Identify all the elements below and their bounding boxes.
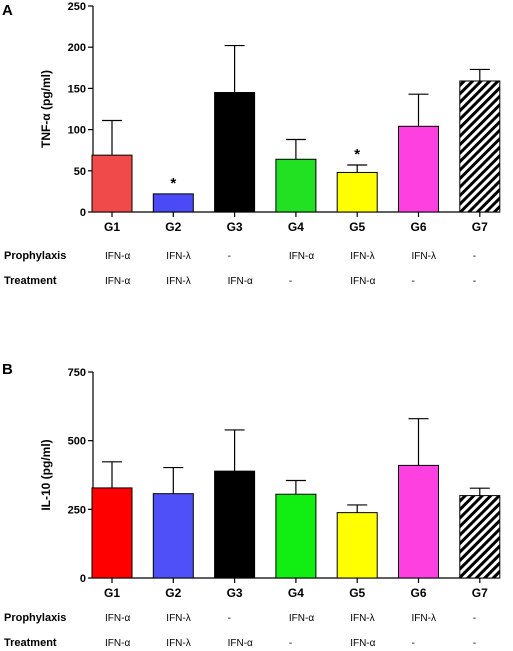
bar-g3 (214, 92, 256, 213)
y-tick-label: 0 (80, 573, 86, 585)
row-cell: - (412, 276, 415, 287)
panel-b: B 0 250 500 750 IL-10 (pg/ml) G1 G2 G3 G4 G5 G6 G7 Pr… (2, 361, 501, 649)
row-cell: IFN-α (289, 251, 314, 262)
row-cell: IFN-λ (166, 251, 190, 262)
x-tick-label: G2 (165, 586, 181, 600)
y-tick-label: 0 (80, 207, 86, 219)
row-cell: IFN-α (105, 613, 130, 624)
x-tick-label: G4 (288, 586, 304, 600)
significance-marker: * (354, 146, 360, 163)
row-cell: IFN-α (289, 613, 314, 624)
panel-a: A 0 50 100 150 200 250 TNF-α (pg/ml) G1 G2 * G3 G4 G5… (2, 1, 501, 287)
bar-g4 (275, 158, 317, 213)
row-label-prophylaxis: Prophylaxis (4, 612, 66, 624)
x-tick-label: G7 (472, 220, 488, 234)
row-cell: IFN-λ (166, 638, 190, 649)
row-cell: IFN-α (105, 251, 130, 262)
y-tick-label: 750 (68, 367, 86, 379)
row-cell: IFN-λ (412, 613, 436, 624)
row-label-treatment: Treatment (4, 637, 57, 649)
bar-g7 (459, 80, 501, 213)
row-cell: IFN-λ (412, 251, 436, 262)
y-tick-label: 250 (68, 504, 86, 516)
bar-g7 (459, 495, 501, 579)
x-tick-label: G1 (104, 220, 120, 234)
row-label-treatment: Treatment (4, 275, 57, 287)
row-cell: IFN-λ (350, 613, 374, 624)
y-tick-label: 100 (68, 125, 86, 137)
row-cell: IFN-λ (166, 613, 190, 624)
y-tick-label: 250 (68, 1, 86, 13)
y-tick-label: 200 (68, 42, 86, 54)
panel-letter: B (2, 361, 13, 378)
row-label-prophylaxis: Prophylaxis (4, 250, 66, 262)
y-tick-label: 50 (74, 166, 86, 178)
row-cell: IFN-λ (350, 251, 374, 262)
x-tick-label: G2 (165, 220, 181, 234)
bar-g1 (91, 154, 133, 213)
x-tick-label: G5 (349, 586, 365, 600)
x-tick-label: G6 (410, 220, 426, 234)
y-tick-label: 150 (68, 83, 86, 95)
row-cell: - (473, 276, 476, 287)
row-cell: IFN-α (105, 276, 130, 287)
row-cell: - (473, 638, 476, 649)
bar-g5 (336, 171, 378, 213)
x-tick-label: G3 (227, 586, 243, 600)
y-axis-label: IL-10 (pg/ml) (39, 439, 53, 510)
row-cell: IFN-α (105, 638, 130, 649)
row-cell: IFN-α (228, 638, 253, 649)
x-tick-label: G3 (227, 220, 243, 234)
x-tick-label: G4 (288, 220, 304, 234)
bar-g5 (336, 512, 378, 579)
row-cell: IFN-λ (166, 276, 190, 287)
row-cell: - (289, 638, 292, 649)
row-cell: - (228, 251, 231, 262)
bar-g2 (152, 193, 194, 213)
bar-g6 (398, 464, 439, 579)
bar-g2 (152, 493, 194, 579)
x-tick-label: G6 (410, 586, 426, 600)
row-cell: IFN-α (350, 638, 375, 649)
bar-g6 (398, 125, 439, 213)
x-tick-label: G7 (472, 586, 488, 600)
y-axis-label: TNF-α (pg/ml) (39, 70, 53, 148)
row-cell: - (289, 276, 292, 287)
x-tick-label: G5 (349, 220, 365, 234)
bar-g4 (275, 493, 317, 579)
bar-g1 (91, 487, 133, 579)
row-cell: - (473, 613, 476, 624)
y-tick-label: 500 (68, 436, 86, 448)
row-cell: IFN-α (228, 276, 253, 287)
row-cell: - (473, 251, 476, 262)
x-tick-label: G1 (104, 586, 120, 600)
row-cell: - (228, 613, 231, 624)
row-cell: - (412, 638, 415, 649)
panel-letter: A (2, 2, 13, 19)
row-cell: IFN-α (350, 276, 375, 287)
bar-g3 (214, 470, 256, 579)
significance-marker: * (170, 175, 176, 192)
